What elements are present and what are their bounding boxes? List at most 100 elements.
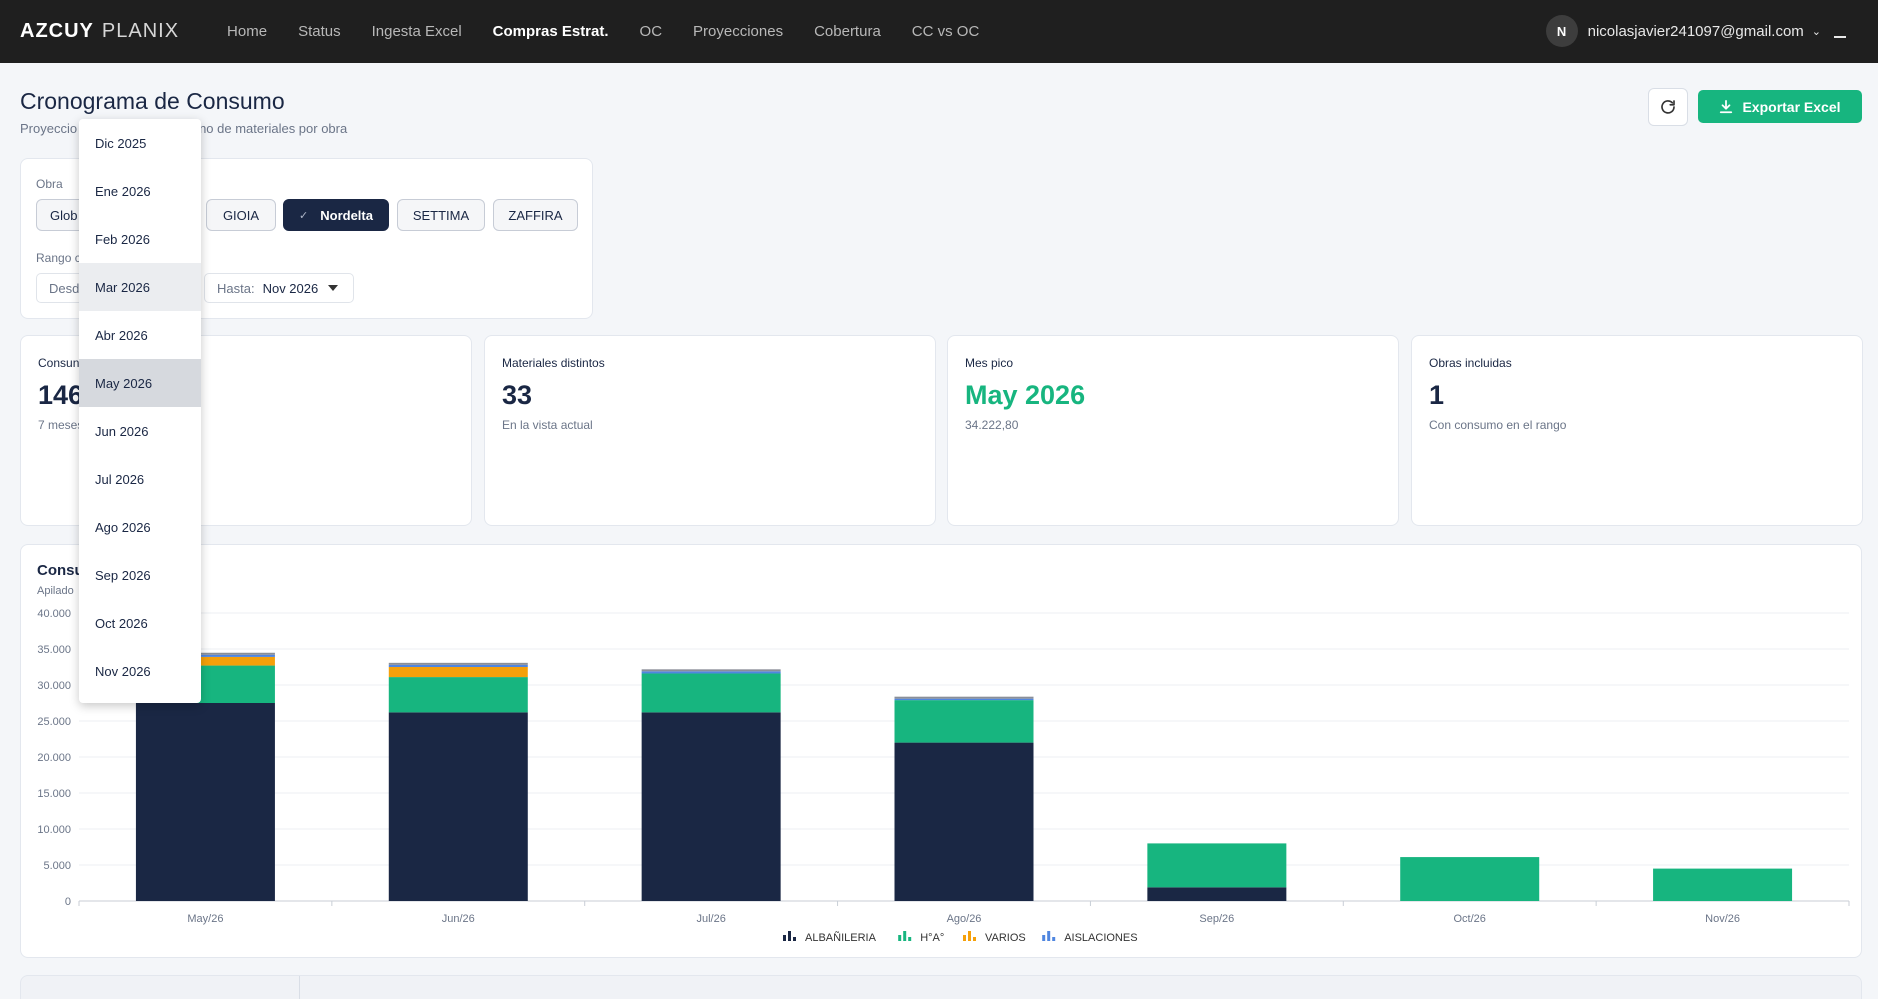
kpi-subtitle: 34.222,80 [965,418,1019,432]
hasta-value: Nov 2026 [262,280,319,296]
chart-card: Consu Apilado 0 5.000 10.000 15.000 20.000 25… [20,544,1862,958]
month-option[interactable]: Abr 2026 [95,327,148,343]
chevron-down-icon: ⌄ [1811,25,1821,38]
refresh-icon [1661,100,1675,114]
legend-item: AISLACIONES [1042,931,1138,944]
kpi-value: 33 [502,380,533,410]
nav-links: Home Status Ingesta Excel Compras Estrat… [227,23,1010,40]
month-option[interactable]: Mar 2026 [79,263,201,311]
bar-segment [894,700,1034,743]
legend-label: VARIOS [985,932,1026,944]
bar-segment [135,703,275,901]
bar-top-band [641,669,781,672]
chip-gioia[interactable]: GIOIA [206,199,276,231]
month-option[interactable]: Sep 2026 [95,567,151,583]
kpi-value: 146 [38,380,84,410]
legend-swatch-icon [963,935,966,941]
desde-label: Desd [49,280,80,296]
kpi-title: Mes pico [965,356,1014,370]
kpi-subtitle: Con consumo en el rango [1429,418,1567,432]
bar-segment [894,698,1034,701]
month-option[interactable]: Jul 2026 [95,471,145,487]
bar-segment [1147,843,1287,888]
legend-swatch-icon [903,931,907,941]
y-tick-label: 15.000 [37,788,71,800]
month-option[interactable]: Ago 2026 [95,519,151,535]
x-tick-label: Jun/26 [442,913,475,925]
x-tick-label: May/26 [187,913,223,925]
month-option[interactable]: Dic 2025 [95,135,147,151]
brand-name-light: PLANIX [101,20,180,42]
y-tick-label: 35.000 [37,644,71,656]
chip-nordelta-label: Nordelta [320,207,373,223]
avatar: N [1545,15,1578,47]
chip-nordelta[interactable]: ✓ Nordelta [283,199,389,231]
hasta-label: Hasta: [217,280,255,296]
kpi-title: Consun [38,356,80,370]
data-table-card [20,975,1862,999]
kpi-card-obras: Obras incluidas 1 Con consumo en el rang… [1411,335,1863,526]
hasta-select[interactable]: Hasta: Nov 2026 [204,273,354,303]
month-option[interactable]: Oct 2026 [95,615,148,631]
legend-swatch-icon [1052,937,1056,941]
kpi-value: May 2026 [965,380,1086,410]
legend-swatch-icon [788,931,791,941]
bar-segment [135,656,275,666]
y-tick-label: 30.000 [37,680,71,692]
export-excel-button[interactable]: Exportar Excel [1698,90,1862,123]
month-option[interactable]: Nov 2026 [95,663,151,679]
bar-segment [388,664,528,667]
legend-item: H°A° [898,931,944,944]
legend-swatch-icon [793,937,796,941]
chip-zaffira[interactable]: ZAFFIRA [493,199,578,231]
chip-settima[interactable]: SETTIMA [397,199,485,231]
chart-subtitle: Apilado [37,585,74,597]
bar-segment [388,667,528,678]
y-tick-label: 5.000 [43,860,71,872]
month-option[interactable]: Feb 2026 [95,231,150,247]
bar-top-band [894,696,1034,699]
obra-label: Obra [36,177,63,191]
bar-top-band [135,652,275,655]
kpi-card-mes-pico: Mes pico May 2026 34.222,80 [947,335,1399,526]
nav-link-ingesta-excel[interactable]: Ingesta Excel [371,23,462,40]
x-tick-label: Oct/26 [1454,913,1486,925]
kpi-title: Obras incluidas [1429,356,1512,370]
legend-swatch-icon [898,935,902,941]
page-subtitle: Proyeccio no de materiales por obra [20,121,348,136]
brand-logo[interactable]: AZCUY PLANIX [20,20,179,43]
legend-swatch-icon [783,935,786,941]
x-tick-label: Sep/26 [1199,913,1234,925]
y-tick-label: 0 [65,896,71,908]
bar-segment [1653,868,1793,901]
y-tick-label: 10.000 [37,824,71,836]
month-option[interactable]: Ene 2026 [95,183,151,199]
nav-link-status[interactable]: Status [298,23,341,40]
stacked-bar-chart: 0 5.000 10.000 15.000 20.000 25.000 30.000 35.0… [37,608,1850,944]
x-tick-label: Nov/26 [1705,913,1740,925]
bar-segment [894,742,1034,901]
refresh-button[interactable] [1648,88,1688,126]
legend-swatch-icon [968,931,971,941]
bar-segment [135,654,275,657]
kpi-subtitle: 7 meses [38,418,84,432]
month-option[interactable]: May 2026 [79,359,201,407]
kpi-card-materiales: Materiales distintos 33 En la vista actu… [484,335,936,526]
download-icon [1720,99,1733,113]
nav-link-cc-vs-oc[interactable]: CC vs OC [911,23,980,40]
legend-label: AISLACIONES [1064,932,1137,944]
minimize-icon[interactable] [1834,36,1846,38]
nav-link-cobertura[interactable]: Cobertura [814,23,881,40]
user-menu[interactable]: N nicolasjavier241097@gmail.com ⌄ [1545,15,1821,47]
nav-link-home[interactable]: Home [227,23,268,40]
nav-link-compras-estrat[interactable]: Compras Estrat. [492,23,609,40]
nav-link-proyecciones[interactable]: Proyecciones [693,23,784,40]
check-icon: ✓ [299,209,309,222]
y-tick-label: 25.000 [37,716,71,728]
legend-item: ALBAÑILERIA [783,931,877,944]
nav-link-oc[interactable]: OC [639,23,663,40]
legend-item: VARIOS [963,931,1026,944]
month-option[interactable]: Jun 2026 [95,423,149,439]
range-label: Rango c [36,251,81,265]
x-tick-label: Jul/26 [696,913,725,925]
